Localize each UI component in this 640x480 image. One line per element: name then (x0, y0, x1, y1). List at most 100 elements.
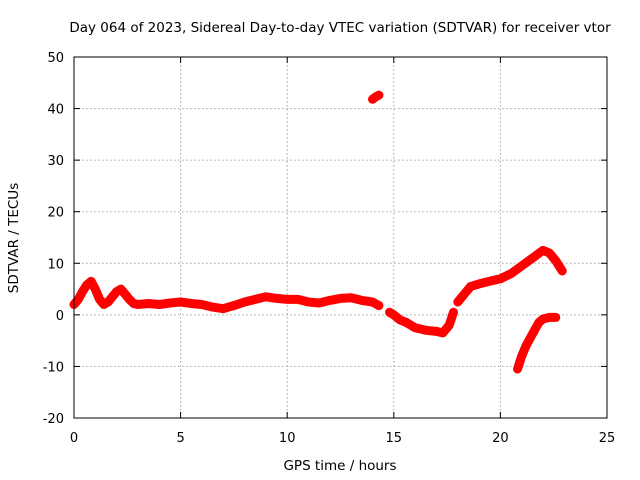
data-point (535, 319, 542, 326)
x-tick-label: 15 (386, 431, 403, 446)
plot-frame (73, 56, 608, 419)
data-point (546, 250, 553, 256)
data-point (135, 301, 141, 308)
data-point (397, 317, 404, 323)
x-axis-label: GPS time / hours (283, 458, 396, 474)
data-point (433, 328, 440, 335)
data-point (316, 300, 323, 306)
data-point (92, 286, 99, 293)
data-point (450, 309, 457, 316)
x-tick-label: 10 (279, 431, 296, 446)
data-point (305, 299, 312, 305)
data-point (79, 288, 86, 295)
data-point (461, 291, 468, 298)
data-point (412, 324, 419, 331)
data-point (375, 302, 382, 309)
data-point (531, 327, 538, 334)
data-point (75, 296, 82, 303)
data-point (88, 278, 95, 285)
data-point (130, 300, 137, 307)
data-point (241, 299, 248, 305)
y-tick-label: -10 (43, 360, 64, 375)
series-jitter (388, 308, 455, 337)
x-tick-label: 25 (599, 431, 616, 446)
data-point (262, 293, 269, 300)
data-point (403, 319, 410, 326)
data-point (105, 299, 112, 305)
y-tick-label: -20 (43, 412, 64, 427)
data-point (476, 280, 483, 287)
data-point (523, 342, 529, 349)
axis-ticks (73, 56, 608, 419)
y-tick-label: 30 (47, 154, 64, 169)
y-tick-label: 50 (47, 51, 64, 66)
grid (74, 57, 607, 418)
data-point (209, 304, 216, 311)
series-1 (368, 90, 384, 104)
data-point (348, 294, 355, 301)
y-axis-label: SDTVAR / TECUs (6, 183, 22, 293)
data-point (518, 353, 525, 360)
data-point (252, 296, 259, 303)
data-point (358, 297, 365, 304)
data-point (454, 299, 461, 305)
x-tick-label: 20 (492, 431, 509, 446)
data-point (446, 322, 453, 329)
data-point (514, 366, 521, 372)
data-point (113, 288, 120, 295)
data-point (527, 335, 534, 342)
data-point (375, 92, 382, 99)
data-point (188, 300, 195, 307)
x-tick-label: 5 (176, 431, 184, 446)
y-tick-label: 20 (47, 206, 64, 221)
data-point (126, 296, 133, 303)
series-band (69, 276, 384, 314)
data-point (508, 270, 515, 277)
y-tick-label: 0 (56, 309, 64, 324)
series-2 (385, 307, 458, 338)
data-point (540, 247, 546, 254)
series-0 (69, 276, 384, 314)
data-point (439, 329, 446, 336)
x-tick-label: 0 (70, 431, 78, 446)
data-point (486, 278, 493, 285)
data-point (546, 314, 553, 321)
data-point (294, 296, 301, 303)
data-point (540, 316, 546, 322)
y-tick-label: 10 (47, 257, 64, 272)
data-point (166, 300, 173, 306)
data-point (552, 257, 559, 264)
series-3 (453, 245, 567, 307)
data-point (422, 327, 429, 334)
data-point (122, 291, 129, 298)
series-4 (513, 312, 561, 374)
data-point (83, 281, 90, 288)
chart-title: Day 064 of 2023, Sidereal Day-to-day VTE… (69, 20, 611, 36)
data-point (100, 301, 107, 308)
data-point (109, 293, 116, 300)
data-point (145, 300, 152, 307)
data-point (386, 309, 393, 316)
data-point (369, 299, 376, 305)
y-tick-label: 40 (47, 103, 64, 118)
data-point (326, 297, 333, 304)
data-point (96, 296, 103, 303)
data-point (284, 296, 291, 303)
data-point (273, 295, 280, 302)
data-point (156, 301, 163, 308)
data-series (69, 90, 567, 374)
data-point (559, 268, 566, 274)
data-point (390, 311, 397, 318)
data-point (337, 295, 344, 302)
data-point (552, 314, 559, 321)
data-point (220, 305, 227, 312)
data-point (529, 255, 536, 262)
data-point (117, 286, 124, 293)
data-point (177, 299, 184, 305)
data-point (518, 262, 525, 269)
tick-labels: 0 5 10 15 20 25 -20 -10 0 10 20 30 40 50 (43, 51, 616, 446)
data-point (497, 275, 504, 282)
data-point (230, 302, 237, 309)
data-point (198, 301, 205, 308)
